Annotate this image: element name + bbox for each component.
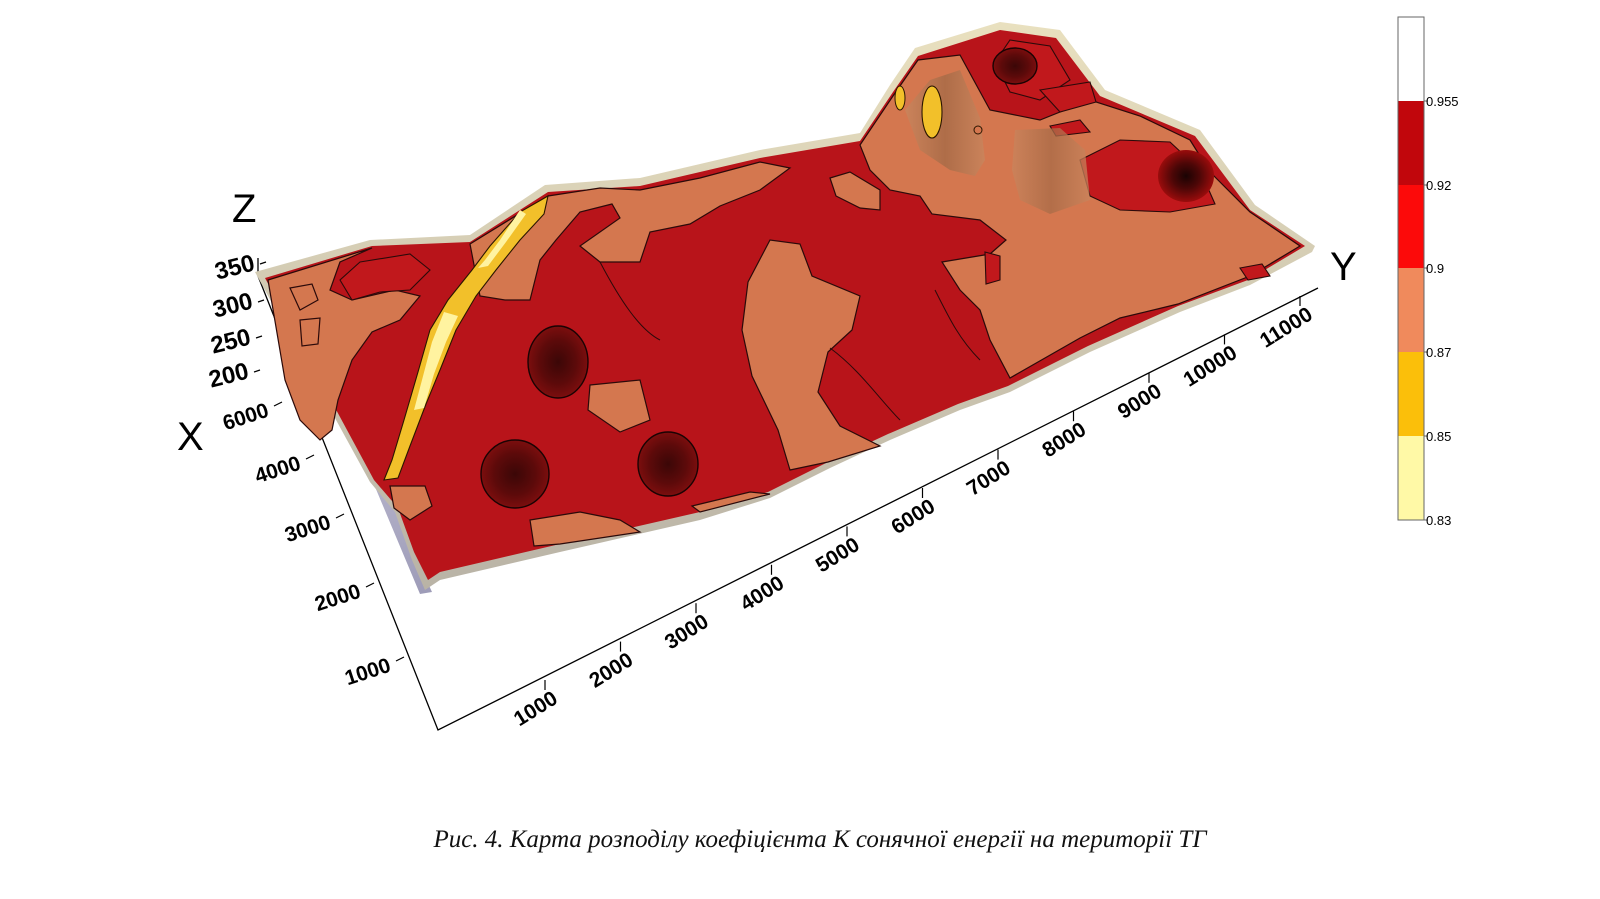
x-tick-mark <box>273 401 283 407</box>
y-tick-label: 2000 <box>585 648 637 692</box>
y-tick-label: 6000 <box>887 495 939 539</box>
x-tick-label: 1000 <box>342 654 394 690</box>
axes-lines <box>257 258 1319 731</box>
y-tick-label: 11000 <box>1256 303 1317 353</box>
x-tick-mark <box>335 513 345 519</box>
colorbar-legend: 0.83 0.85 0.87 0.9 0.92 0.955 <box>1397 16 1459 528</box>
surface-dark-spots <box>480 47 1214 509</box>
x-tick-mark <box>395 656 405 662</box>
x-tick-label: 2000 <box>312 580 364 616</box>
surface-right-ridge <box>894 70 1090 214</box>
z-tick-mark <box>257 299 265 303</box>
x-tick-label: 6000 <box>220 399 272 435</box>
x-tick-label: 3000 <box>282 511 334 547</box>
colorbar-level-label: 0.92 <box>1426 178 1451 193</box>
x-tick-mark <box>365 582 375 588</box>
colorbar-band <box>1398 352 1424 436</box>
y-tick-label: 1000 <box>510 687 562 731</box>
colorbar-level-label: 0.83 <box>1426 513 1451 528</box>
z-tick-label: 250 <box>208 324 253 360</box>
colorbar-level-label: 0.87 <box>1426 345 1451 360</box>
colorbar-band <box>1398 436 1424 520</box>
figure-caption: Рис. 4. Карта розподілу коефіцієнта К со… <box>433 826 1207 853</box>
y-tick-label: 4000 <box>736 572 788 616</box>
z-tick-label: 350 <box>212 250 257 286</box>
y-tick-label: 10000 <box>1179 341 1241 391</box>
colorbar-level-label: 0.955 <box>1426 94 1459 109</box>
y-tick-label: 5000 <box>812 533 864 577</box>
x-axis-title: X <box>177 415 204 459</box>
z-tick-mark <box>255 335 263 339</box>
y-axis-title: Y <box>1330 245 1357 289</box>
surface-yellow-ridge <box>383 194 549 481</box>
surface-side-wall <box>258 276 432 594</box>
x-tick-mark <box>305 454 315 460</box>
colorbar-level-label: 0.85 <box>1426 429 1451 444</box>
colorbar-band <box>1398 17 1424 101</box>
surface-light-zones <box>267 54 1302 547</box>
surface <box>255 22 1315 594</box>
surface-contours <box>599 261 981 421</box>
y-tick-label: 3000 <box>661 610 713 654</box>
z-tick-mark <box>253 369 261 373</box>
z-tick-mark <box>259 261 267 265</box>
colorbar-band <box>1398 185 1424 268</box>
z-axis-title: Z <box>232 187 256 231</box>
x-tick-label: 4000 <box>252 452 304 488</box>
colorbar-band <box>1398 268 1424 352</box>
colorbar-level-label: 0.9 <box>1426 261 1444 276</box>
axis-box-lines <box>257 258 1319 731</box>
z-tick-label: 200 <box>206 358 251 394</box>
z-tick-label: 300 <box>210 288 255 324</box>
colorbar-band <box>1398 101 1424 185</box>
